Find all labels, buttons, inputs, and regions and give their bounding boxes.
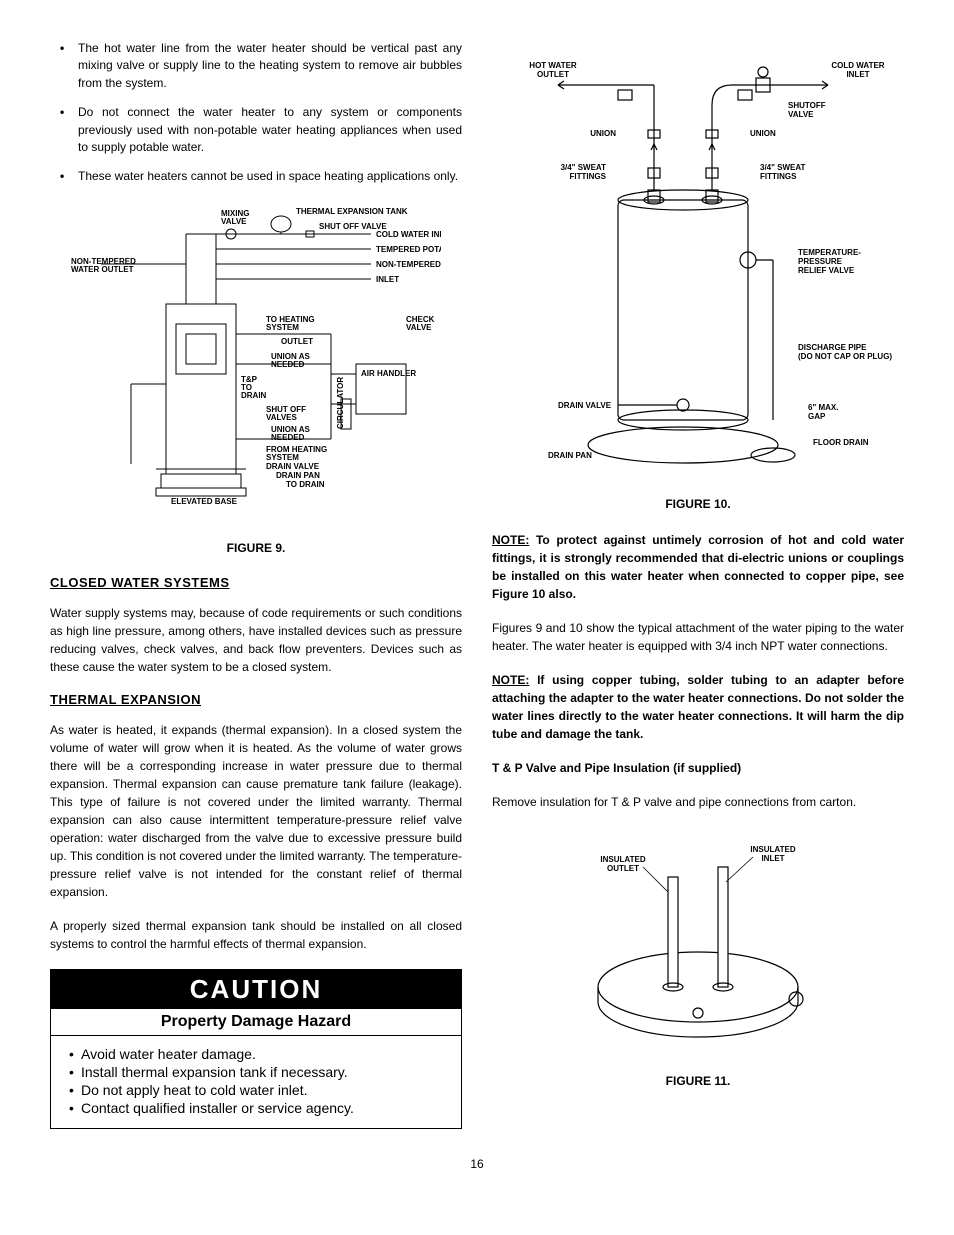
caution-item: Do not apply heat to cold water inlet. (69, 1082, 443, 1098)
figure-10-caption: FIGURE 10. (492, 497, 904, 511)
label-thermal-exp: THERMAL EXPANSION TANK (296, 207, 408, 216)
tp-heading: T & P Valve and Pipe Insulation (if supp… (492, 759, 904, 777)
label-to-heating: TO HEATINGSYSTEM (266, 315, 315, 332)
label-tpv: TEMPERATURE-PRESSURERELIEF VALVE (798, 248, 861, 275)
label-union1: UNION ASNEEDED (271, 352, 310, 369)
label-union-r: UNION (750, 129, 776, 138)
note-prefix: NOTE: (492, 673, 529, 687)
label-non-tempered-return: NON-TEMPERED WATER RETURN (376, 260, 441, 269)
label-drain-valve: DRAIN VALVE (266, 462, 320, 471)
caution-item: Avoid water heater damage. (69, 1046, 443, 1062)
figure-10: HOT WATEROUTLET COLD WATERINLET SHUTOFFV… (492, 50, 904, 483)
figure-9: MIXINGVALVE THERMAL EXPANSION TANK SHUT … (50, 204, 462, 527)
label-union-l: UNION (590, 129, 616, 138)
label-tempered: TEMPERED POTABLE WATER (376, 245, 441, 254)
label-discharge: DISCHARGE PIPE(DO NOT CAP OR PLUG) (798, 343, 892, 361)
tp-text: Remove insulation for T & P valve and pi… (492, 793, 904, 811)
label-ins-outlet: INSULATEDOUTLET (600, 855, 645, 873)
label-drain-pan: DRAIN PAN (276, 471, 320, 480)
label-ins-inlet: INSULATEDINLET (750, 845, 795, 863)
figure-9-caption: FIGURE 9. (50, 541, 462, 555)
thermal-p1: As water is heated, it expands (thermal … (50, 721, 462, 901)
label-drain-pan: DRAIN PAN (548, 451, 592, 460)
closed-water-text: Water supply systems may, because of cod… (50, 604, 462, 676)
label-hot-outlet: HOT WATEROUTLET (529, 61, 577, 79)
caution-item: Install thermal expansion tank if necess… (69, 1064, 443, 1080)
label-cold-inlet: COLD WATERINLET (831, 61, 884, 79)
bullet-item: These water heaters cannot be used in sp… (50, 168, 462, 185)
label-floor-drain: FLOOR DRAIN (813, 438, 869, 447)
figure-11-caption: FIGURE 11. (492, 1074, 904, 1088)
thermal-p2: A properly sized thermal expansion tank … (50, 917, 462, 953)
label-circulator: CIRCULATOR (336, 376, 345, 428)
label-shutoff-valve: SHUTOFFVALVE (788, 101, 826, 119)
label-check-valve: CHECKVALVE (406, 315, 435, 332)
label-inlet: INLET (376, 275, 399, 284)
note-prefix: NOTE: (492, 533, 529, 547)
heading-thermal-expansion: THERMAL EXPANSION (50, 692, 462, 707)
caution-item: Contact qualified installer or service a… (69, 1100, 443, 1116)
caution-list: Avoid water heater damage. Install therm… (51, 1036, 461, 1128)
label-outlet: OUTLET (281, 337, 313, 346)
label-sweat-r: 3/4" SWEATFITTINGS (760, 163, 806, 181)
label-cold-inlet: COLD WATER INLET (376, 230, 441, 239)
page-number: 16 (50, 1157, 904, 1171)
caution-box: CAUTION Property Damage Hazard Avoid wat… (50, 969, 462, 1129)
caution-title: CAUTION (51, 970, 461, 1009)
bullet-item: Do not connect the water heater to any s… (50, 104, 462, 156)
caution-subtitle: Property Damage Hazard (51, 1009, 461, 1036)
note-2: NOTE: If using copper tubing, solder tub… (492, 671, 904, 743)
label-from-heating: FROM HEATINGSYSTEM (266, 445, 327, 462)
piping-para: Figures 9 and 10 show the typical attach… (492, 619, 904, 655)
note-2-text: If using copper tubing, solder tubing to… (492, 673, 904, 741)
heading-closed-water: CLOSED WATER SYSTEMS (50, 575, 462, 590)
note-1: NOTE: To protect against untimely corros… (492, 531, 904, 603)
figure-11: INSULATEDOUTLET INSULATEDINLET (492, 827, 904, 1060)
label-elevated: ELEVATED BASE (171, 497, 238, 506)
label-sweat-l: 3/4" SWEATFITTINGS (561, 163, 607, 181)
label-gap: 6" MAX.GAP (808, 403, 838, 421)
label-to-drain: TO DRAIN (286, 480, 325, 489)
bullet-item: The hot water line from the water heater… (50, 40, 462, 92)
label-non-tempered-out: NON-TEMPEREDWATER OUTLET (71, 257, 136, 274)
label-shut-valves: SHUT OFFVALVES (266, 405, 306, 422)
label-tp-drain: T&PTODRAIN (241, 375, 267, 400)
label-mixing-valve: MIXINGVALVE (221, 209, 249, 226)
note-1-text: To protect against untimely corrosion of… (492, 533, 904, 601)
label-air-handler: AIR HANDLER (361, 369, 416, 378)
label-drain-valve: DRAIN VALVE (558, 401, 612, 410)
top-bullets: The hot water line from the water heater… (50, 40, 462, 186)
